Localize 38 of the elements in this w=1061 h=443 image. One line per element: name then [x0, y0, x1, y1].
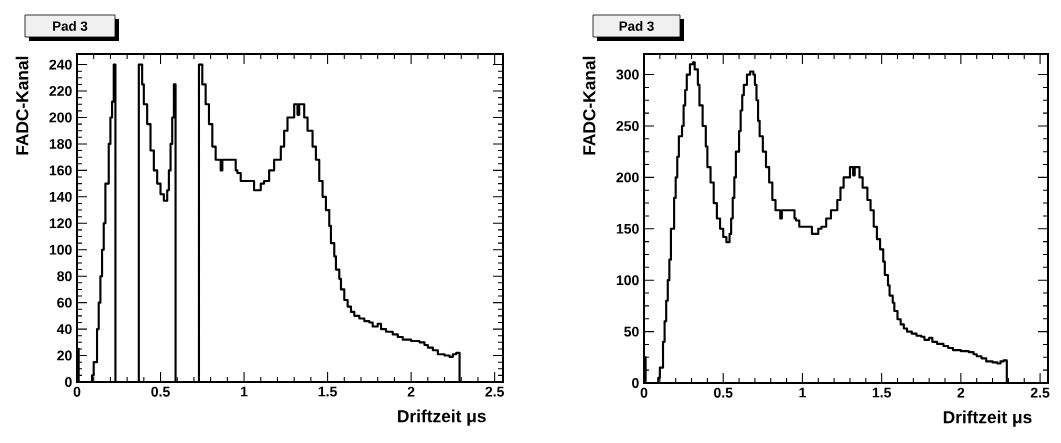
y-tick-label: 100 — [616, 275, 639, 286]
y-tick-label: 250 — [616, 121, 639, 131]
chart-title: Pad 3 — [53, 21, 88, 31]
x-tick-label: 0 — [73, 386, 81, 397]
y-tick-label: 50 — [624, 326, 639, 337]
y-tick-label: 200 — [616, 172, 639, 183]
y-axis-title: FADC-Kanal — [582, 56, 596, 155]
x-tick-label: 2.5 — [485, 386, 504, 397]
y-tick-label: 140 — [49, 191, 72, 202]
x-tick-label: 0.5 — [151, 386, 170, 397]
y-axis-title: FADC-Kanal — [15, 56, 29, 155]
y-tick-label: 60 — [57, 297, 72, 308]
y-tick-label: 150 — [616, 223, 639, 234]
x-tick-label: 1.5 — [318, 386, 337, 397]
x-tick-label: 2 — [957, 387, 965, 398]
y-tick-label: 300 — [616, 69, 639, 80]
y-tick-label: 0 — [65, 377, 72, 387]
y-tick-label: 240 — [49, 59, 72, 70]
x-tick-label: 0 — [640, 387, 648, 398]
x-tick-label: 1 — [799, 387, 806, 398]
chart-title: Pad 3 — [619, 21, 654, 31]
y-tick-label: 200 — [49, 112, 72, 123]
y-tick-label: 40 — [56, 324, 72, 335]
y-tick-label: 120 — [49, 218, 72, 229]
x-tick-label: 2.5 — [1030, 387, 1050, 398]
y-tick-label: 100 — [49, 244, 72, 255]
x-tick-label: 0.5 — [714, 387, 733, 398]
x-axis-title: Driftzeit μs — [943, 410, 1032, 427]
y-tick-label: 0 — [632, 378, 639, 388]
y-tick-label: 160 — [49, 165, 72, 176]
y-tick-label: 180 — [49, 138, 72, 149]
x-axis-title: Driftzeit μs — [398, 409, 486, 426]
y-tick-label: 220 — [49, 86, 72, 96]
y-tick-label: 80 — [57, 271, 72, 282]
x-tick-label: 2 — [407, 386, 415, 397]
x-tick-label: 1.5 — [872, 387, 891, 398]
y-tick-label: 20 — [57, 350, 72, 361]
x-tick-label: 1 — [241, 386, 248, 397]
